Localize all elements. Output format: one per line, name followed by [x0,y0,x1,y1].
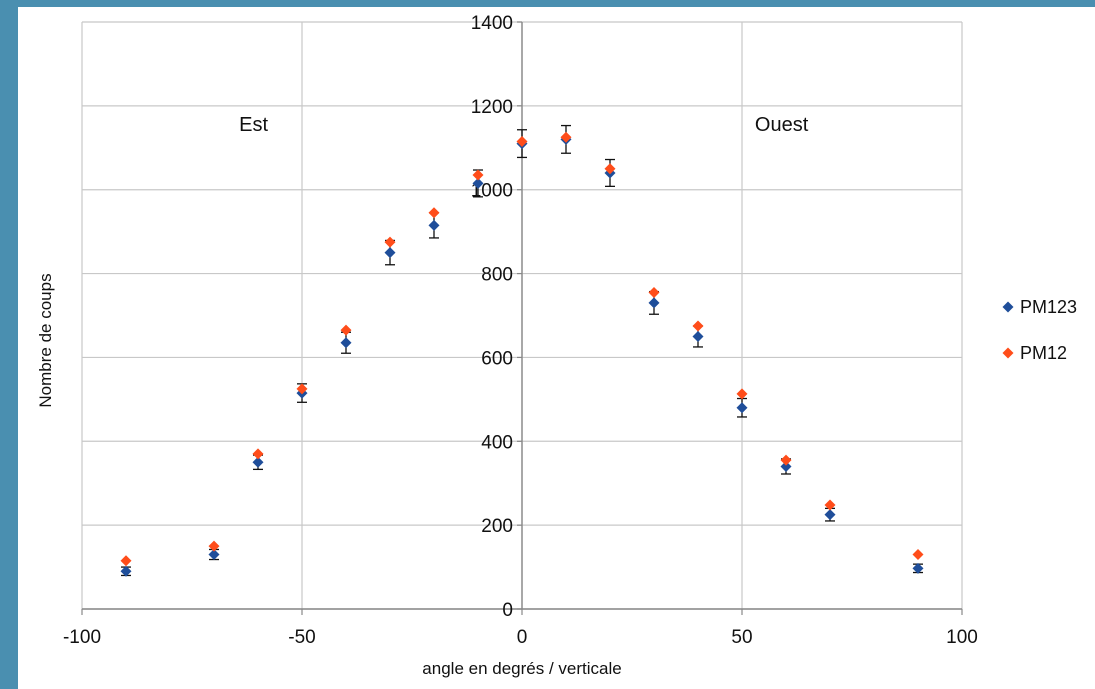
x-axis-title: angle en degrés / verticale [422,659,621,678]
point-pm123 [824,509,836,521]
point-pm12 [120,555,132,567]
point-pm123 [472,177,484,189]
point-pm123 [252,456,264,468]
point-pm123 [208,548,220,560]
point-pm123 [912,562,924,574]
point-pm12 [208,540,220,552]
point-pm123 [120,565,132,577]
annotation-ouest: Ouest [755,114,809,136]
y-tick-label: 800 [481,265,513,286]
annotations: Est Ouest [239,114,809,136]
y-tick-label: 400 [481,432,513,453]
legend-entry-pm123: PM123 [1002,297,1077,317]
y-tick-label: 200 [481,516,513,537]
x-tick-label: -100 [63,627,101,648]
point-pm123 [780,460,792,472]
legend-marker [1002,301,1014,313]
legend: PM123 PM12 [1002,297,1077,363]
point-pm12 [824,499,836,511]
annotation-est: Est [239,114,268,136]
legend-label: PM123 [1020,297,1077,317]
series-pm12 [120,131,924,567]
x-tick-label: 50 [731,627,752,648]
y-tick-label: 1400 [471,13,513,34]
point-pm123 [736,402,748,414]
point-pm12 [296,383,308,395]
point-pm12 [780,454,792,466]
point-pm12 [516,135,528,147]
x-tick-label: 0 [517,627,528,648]
point-pm12 [472,169,484,181]
point-pm12 [692,320,704,332]
point-pm12 [340,324,352,336]
point-pm12 [428,207,440,219]
point-pm12 [604,163,616,175]
x-tick-label: 100 [946,627,978,648]
data-points [120,131,924,577]
y-tick-label: 600 [481,348,513,369]
legend-entry-pm12: PM12 [1002,343,1067,363]
y-tick-label: 1200 [471,97,513,118]
point-pm123 [648,297,660,309]
legend-marker [1002,347,1014,359]
point-pm123 [428,219,440,231]
point-pm12 [252,448,264,460]
point-pm12 [384,236,396,248]
y-tick-label: 0 [502,600,513,621]
chart-frame: 0 200 400 600 800 1000 1200 1400 -100 -50 0 50 100 E… [18,7,1095,689]
y-axis-title: Nombre de coups [36,273,55,407]
x-tick-label: -50 [288,627,315,648]
point-pm12 [560,131,572,143]
point-pm123 [340,337,352,349]
legend-label: PM12 [1020,343,1067,363]
axes [81,21,963,615]
point-pm123 [384,247,396,259]
point-pm12 [736,388,748,400]
point-pm12 [912,548,924,560]
point-pm12 [648,286,660,298]
point-pm123 [692,330,704,342]
